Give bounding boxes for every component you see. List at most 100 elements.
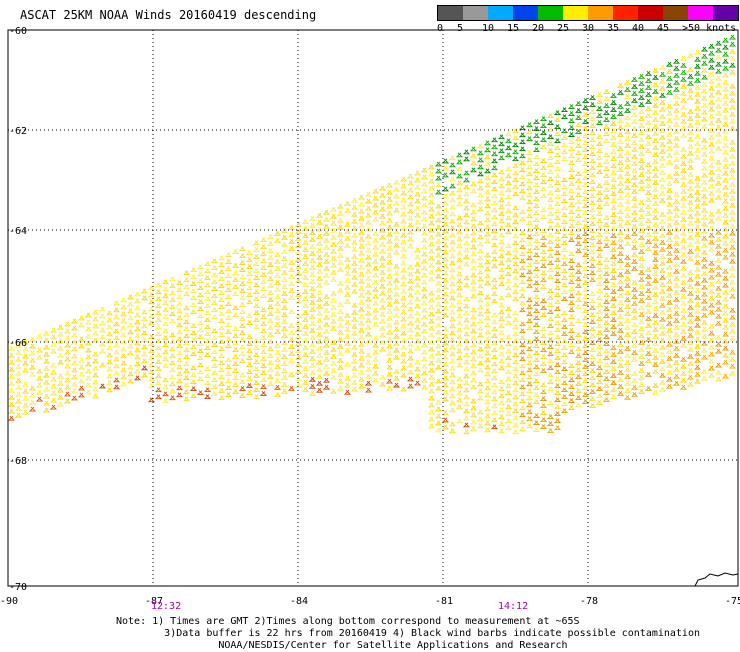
wind-barb: [553, 285, 562, 290]
wind-barb: [266, 283, 275, 288]
wind-barb: [434, 238, 443, 244]
wind-barb: [623, 108, 632, 113]
wind-barb: [728, 279, 737, 285]
wind-speed-legend: 0 5 10 15 20 25 30 35 40 45 >50 knots: [437, 5, 739, 35]
wind-barb: [630, 146, 639, 152]
wind-barb: [56, 373, 65, 379]
wind-barb: [553, 180, 562, 185]
wind-barb: [224, 294, 233, 299]
wind-barb: [189, 309, 198, 315]
wind-barb: [539, 158, 548, 164]
wind-barb: [70, 346, 79, 352]
wind-barb: [602, 334, 611, 339]
wind-barb: [665, 159, 674, 165]
wind-barb: [595, 288, 604, 293]
wind-barb: [14, 370, 23, 376]
wind-barb: [525, 402, 534, 408]
wind-barb: [651, 256, 660, 262]
wind-barb: [574, 290, 583, 295]
wind-barb: [518, 384, 527, 390]
wind-barb: [448, 386, 457, 392]
wind-barb: [427, 185, 436, 191]
wind-barb: [399, 281, 408, 287]
wind-barb: [693, 364, 702, 370]
wind-barb: [602, 278, 611, 283]
wind-barb: [147, 383, 156, 389]
wind-barb: [728, 209, 737, 215]
wind-barb: [455, 264, 464, 270]
wind-barb: [630, 83, 639, 89]
wind-barb: [413, 205, 422, 211]
wind-barb: [427, 423, 436, 429]
wind-barb: [700, 375, 709, 381]
wind-barb: [546, 344, 555, 350]
wind-barb: [469, 405, 478, 411]
wind-barb: [70, 381, 79, 387]
wind-barb: [539, 277, 548, 283]
wind-barb: [637, 101, 646, 107]
wind-barb: [700, 263, 709, 269]
wind-barb: [532, 231, 541, 237]
wind-barb: [644, 287, 653, 293]
wind-barb: [385, 294, 394, 300]
wind-barb: [588, 326, 597, 331]
wind-barb: [581, 308, 590, 313]
wind-barb: [294, 368, 303, 374]
wind-barb: [490, 179, 499, 185]
wind-barb: [588, 116, 597, 121]
wind-barb: [728, 125, 737, 131]
wind-barb: [560, 261, 569, 266]
wind-barb: [665, 131, 674, 137]
wind-barb: [385, 224, 394, 230]
wind-barb: [665, 110, 674, 116]
wind-barb: [224, 385, 233, 390]
wind-barb: [357, 278, 366, 284]
wind-barb: [133, 326, 142, 332]
wind-barb: [539, 382, 548, 388]
wind-barb: [301, 288, 310, 294]
wind-barb: [336, 238, 345, 244]
wind-barb: [665, 180, 674, 186]
wind-barb: [308, 264, 317, 270]
wind-barb: [343, 291, 352, 297]
wind-barb: [301, 281, 310, 287]
wind-barb: [553, 215, 562, 220]
wind-barb: [175, 280, 184, 286]
wind-barb: [728, 363, 737, 369]
wind-barb: [658, 134, 667, 140]
wind-barb: [238, 316, 247, 321]
wind-barb: [595, 92, 604, 97]
wind-barb: [700, 319, 709, 325]
wind-barb: [182, 333, 191, 339]
wind-barb: [420, 237, 429, 243]
wind-barb: [539, 144, 548, 150]
wind-barb: [455, 383, 464, 389]
wind-barb: [532, 119, 541, 125]
wind-barb: [434, 168, 443, 174]
wind-barb: [511, 310, 520, 316]
wind-barb: [539, 361, 548, 367]
wind-barb: [315, 331, 324, 337]
wind-barb: [504, 173, 513, 179]
wind-barb: [196, 334, 205, 340]
wind-barb: [602, 348, 611, 353]
wind-barb: [637, 283, 646, 289]
wind-barb: [483, 210, 492, 216]
wind-barb: [238, 267, 247, 272]
wind-barb: [644, 168, 653, 174]
wind-barb: [63, 349, 72, 355]
wind-barb: [553, 138, 562, 143]
wind-barb: [420, 216, 429, 222]
wind-barb: [609, 163, 618, 168]
legend-label-9: 45: [657, 23, 670, 34]
wind-barb: [567, 153, 576, 158]
wind-barb: [651, 263, 660, 269]
wind-barb: [322, 384, 331, 390]
wind-barb: [616, 216, 625, 221]
wind-barb: [567, 279, 576, 284]
wind-barb: [518, 300, 527, 306]
wind-barb: [721, 268, 730, 274]
wind-barb: [707, 246, 716, 252]
wind-barb: [581, 301, 590, 306]
wind-barb: [308, 285, 317, 291]
